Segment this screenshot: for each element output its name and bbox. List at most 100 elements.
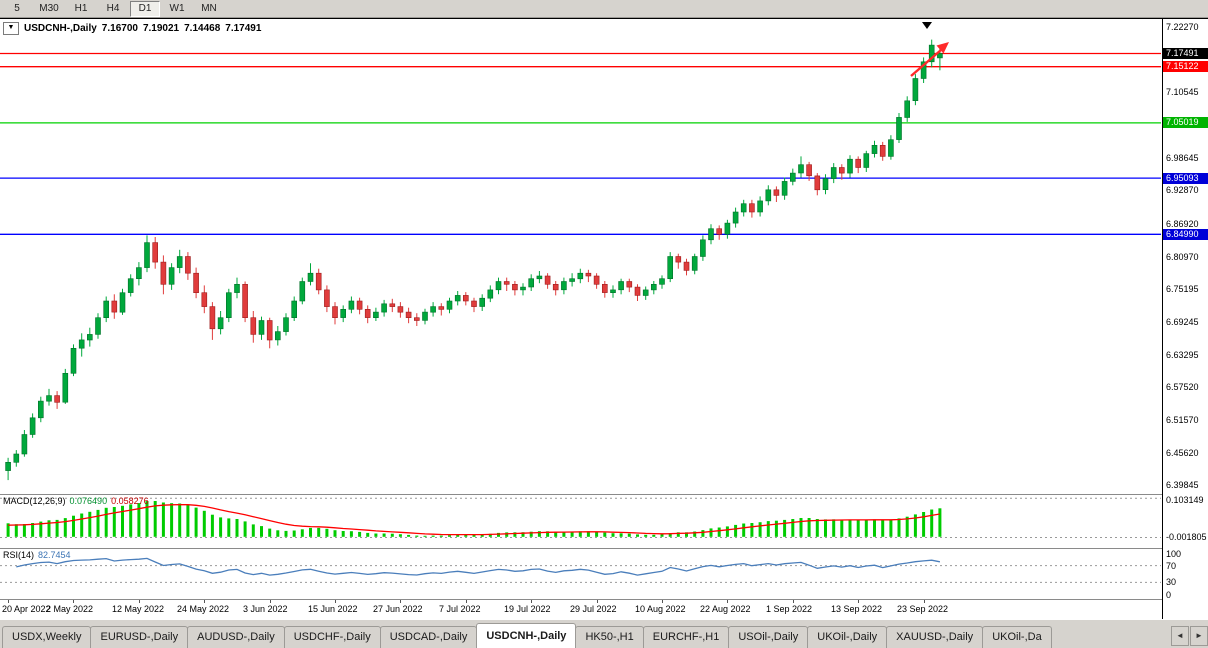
bar-close-value: 7.17491 [225, 23, 262, 34]
time-axis-tickmark [139, 600, 140, 603]
time-axis-label: 2 May 2022 [46, 604, 94, 614]
macd-scale-min-label: -0.001805 [1166, 532, 1207, 542]
rsi-level-label: 30 [1166, 577, 1177, 587]
macd-canvas [0, 497, 1161, 538]
macd-indicator-panel[interactable]: MACD(12,26,9) 0.076490 0.058276 [0, 495, 1161, 548]
tab-usoil-daily[interactable]: USOil-,Daily [728, 626, 809, 648]
price-tag: 7.15122 [1163, 61, 1208, 72]
time-axis-tickmark [727, 600, 728, 603]
tab-scroll-right-button[interactable]: ► [1190, 626, 1208, 646]
macd-signal-value: 0.058276 [111, 496, 149, 506]
price-axis-label: 6.86920 [1166, 219, 1199, 229]
time-axis-tickmark [662, 600, 663, 603]
price-tag: 7.17491 [1163, 48, 1208, 59]
price-axis-label: 6.92870 [1166, 185, 1199, 195]
chart-shift-marker-icon[interactable] [922, 22, 932, 29]
price-tag: 6.95093 [1163, 173, 1208, 184]
chart-tab-bar: USDX,Weekly EURUSD-,Daily AUDUSD-,Daily USD… [0, 619, 1208, 648]
horizontal-level-lines[interactable] [0, 52, 1161, 235]
time-axis-tickmark [597, 600, 598, 603]
time-axis-label: 19 Jul 2022 [504, 604, 551, 614]
timeframe-button-m30[interactable]: M30 [39, 2, 59, 14]
timeframe-button-d1[interactable]: D1 [130, 0, 160, 17]
rsi-level-label: 100 [1166, 549, 1182, 559]
price-tag: 6.84990 [1163, 229, 1208, 240]
price-axis-label: 7.22270 [1166, 22, 1199, 32]
candlestick-series [5, 39, 943, 481]
time-axis-tickmark [73, 600, 74, 603]
timeframe-button-w1[interactable]: W1 [169, 2, 185, 14]
chart-symbol-label: USDCNH-,Daily [24, 23, 97, 34]
tab-usdchf-daily[interactable]: USDCHF-,Daily [283, 626, 381, 648]
price-axis-label: 6.69245 [1166, 317, 1199, 327]
tab-xauusd-daily[interactable]: XAUUSD-,Daily [886, 626, 984, 648]
price-axis-label: 6.57520 [1166, 382, 1199, 392]
tab-eurusd-daily[interactable]: EURUSD-,Daily [90, 626, 189, 648]
macd-signal-line [8, 503, 941, 536]
time-axis-tickmark [335, 600, 336, 603]
chart-title: ▼ USDCNH-,Daily 7.16700 7.19021 7.14468 … [3, 22, 261, 35]
time-axis-label: 27 Jun 2022 [373, 604, 423, 614]
trend-arrow-annotation[interactable] [910, 42, 949, 77]
macd-histogram [6, 501, 942, 537]
tab-ukoil-da[interactable]: UKOil-,Da [982, 626, 1052, 648]
tab-ukoil-daily[interactable]: UKOil-,Daily [807, 626, 888, 648]
tab-usdcnh-daily[interactable]: USDCNH-,Daily [476, 623, 577, 648]
macd-main-value: 0.076490 [69, 496, 108, 506]
panel-separator [0, 599, 1208, 600]
time-axis-label: 22 Aug 2022 [700, 604, 751, 614]
time-axis-label: 13 Sep 2022 [831, 604, 883, 614]
time-axis-label: 15 Jun 2022 [308, 604, 358, 614]
price-axis-column[interactable]: 7.22270 7.10545 6.98645 6.92870 6.86920 6.809… [1162, 19, 1208, 619]
price-axis-label: 6.98645 [1166, 153, 1199, 163]
tab-usdx-weekly[interactable]: USDX,Weekly [2, 626, 92, 648]
price-axis-label: 6.39845 [1166, 480, 1199, 490]
macd-scale-max-label: 0.103149 [1166, 495, 1204, 505]
time-axis-label: 23 Sep 2022 [897, 604, 949, 614]
tab-eurchf-h1[interactable]: EURCHF-,H1 [642, 626, 730, 648]
timeframe-button-h4[interactable]: H4 [106, 2, 120, 14]
price-axis-label: 6.75195 [1166, 284, 1199, 294]
time-axis-tickmark [400, 600, 401, 603]
timeframe-toolbar: 5 M30 H1 H4 D1 W1 MN [0, 0, 1208, 18]
time-axis-tickmark [924, 600, 925, 603]
time-axis-tickmark [466, 600, 467, 603]
tab-audusd-daily[interactable]: AUDUSD-,Daily [187, 626, 285, 648]
price-chart-panel[interactable]: ▼ USDCNH-,Daily 7.16700 7.19021 7.14468 … [0, 19, 1161, 494]
rsi-canvas [0, 557, 1161, 583]
price-chart-canvas[interactable] [0, 19, 1161, 494]
chart-window[interactable]: ▼ USDCNH-,Daily 7.16700 7.19021 7.14468 … [0, 18, 1208, 619]
bar-low-value: 7.14468 [184, 23, 221, 34]
price-tag: 7.05019 [1163, 117, 1208, 128]
time-axis-label: 20 Apr 2022 [2, 604, 51, 614]
time-axis-tickmark [858, 600, 859, 603]
time-axis-label: 3 Jun 2022 [243, 604, 288, 614]
chart-dropdown-icon[interactable]: ▼ [3, 22, 19, 35]
tab-hk50-h1[interactable]: HK50-,H1 [575, 626, 644, 648]
price-axis-label: 6.80970 [1166, 252, 1199, 262]
time-axis[interactable]: 20 Apr 2022 2 May 2022 12 May 2022 24 May 2… [0, 600, 1161, 619]
price-axis-label: 6.45620 [1166, 448, 1199, 458]
time-axis-tickmark [531, 600, 532, 603]
panel-separator[interactable] [0, 548, 1208, 549]
bar-high-value: 7.19021 [142, 23, 180, 34]
timeframe-button-mn[interactable]: MN [201, 2, 217, 14]
timeframe-button-h1[interactable]: H1 [74, 2, 88, 14]
tab-scroll-left-button[interactable]: ◄ [1171, 626, 1189, 646]
time-axis-label: 7 Jul 2022 [439, 604, 481, 614]
macd-label: MACD(12,26,9) 0.076490 0.058276 [3, 496, 149, 506]
time-axis-tickmark [8, 600, 9, 603]
price-axis-label: 7.10545 [1166, 87, 1199, 97]
price-axis-label: 6.51570 [1166, 415, 1199, 425]
time-axis-label: 24 May 2022 [177, 604, 230, 614]
rsi-value: 82.7454 [38, 550, 71, 560]
rsi-line [16, 557, 941, 576]
tab-usdcad-daily[interactable]: USDCAD-,Daily [379, 626, 478, 648]
time-axis-tickmark [793, 600, 794, 603]
timeframe-button-5[interactable]: 5 [14, 2, 20, 14]
panel-separator[interactable] [0, 494, 1208, 495]
time-axis-label: 10 Aug 2022 [635, 604, 686, 614]
time-axis-tickmark [204, 600, 205, 603]
time-axis-label: 12 May 2022 [112, 604, 165, 614]
rsi-indicator-panel[interactable]: RSI(14) 82.7454 [0, 549, 1161, 599]
